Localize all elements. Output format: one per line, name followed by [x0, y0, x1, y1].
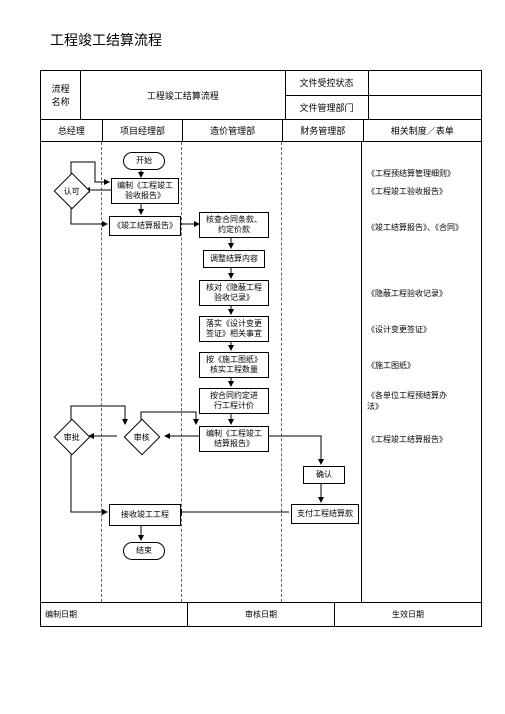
node-d2-label: 审批	[64, 432, 80, 443]
node-n1: 编制《工程竣工 验收报告》	[111, 178, 179, 204]
node-n5: 核对《隐蔽工程 验收记录》	[199, 280, 269, 306]
note-3: 《隐蔽工程验收记录》	[367, 288, 447, 299]
diagram-container: 流程 名称 工程竣工结算流程 文件受控状态 文件管理部门 总经理 项目经理部 造…	[40, 70, 482, 627]
node-d2: 审批	[54, 419, 91, 456]
node-d3-label: 审核	[134, 432, 150, 443]
node-d1-label: 认可	[64, 186, 80, 197]
lane-divider-1	[101, 142, 102, 602]
lane-divider-4	[361, 142, 362, 602]
node-d3: 审核	[124, 419, 161, 456]
col-1: 项目经理部	[103, 120, 184, 141]
note-6: 《各单位工程预结算办 法》	[367, 390, 447, 412]
node-start: 开始	[123, 152, 165, 170]
node-n12: 支付工程结算款	[291, 504, 359, 524]
node-n2: 《竣工结算报告》	[109, 216, 181, 236]
hdr-proc-value: 工程竣工结算流程	[81, 71, 285, 119]
hdr-proc-name: 流程 名称	[41, 71, 81, 119]
node-n8: 按合同约定进 行工程计价	[199, 388, 269, 414]
hdr-file-dept-label: 文件管理部门	[286, 96, 369, 120]
node-d1: 认可	[54, 173, 91, 210]
columns-row: 总经理 项目经理部 造价管理部 财务管理部 相关制度／表单	[41, 120, 481, 142]
footer-c: 生效日期	[335, 603, 481, 626]
node-n11: 接收竣工工程	[109, 504, 181, 526]
note-5: 《施工图纸》	[367, 360, 415, 371]
col-3: 财务管理部	[283, 120, 364, 141]
col-4: 相关制度／表单	[364, 120, 481, 141]
hdr-file-status-label: 文件受控状态	[286, 71, 369, 95]
note-2: 《竣工结算报告》、《合同》	[367, 222, 463, 233]
node-end: 结束	[123, 542, 165, 560]
footer-b: 审核日期	[188, 603, 335, 626]
note-1: 《工程竣工验收报告》	[367, 186, 447, 197]
page-title: 工程竣工结算流程	[50, 30, 465, 50]
node-n3: 核查合同条款、 约定价款	[199, 212, 269, 238]
footer-a: 编制日期	[41, 603, 188, 626]
col-2: 造价管理部	[183, 120, 283, 141]
lane-divider-2	[181, 142, 182, 602]
hdr-file-dept-value	[369, 96, 481, 120]
node-n4: 调整结算内容	[203, 250, 265, 268]
footer-row: 编制日期 审核日期 生效日期	[41, 603, 481, 626]
node-n7: 按《施工图纸》 核实工程数量	[199, 352, 269, 378]
node-n6: 落实《设计变更 签证》相关事宜	[199, 316, 269, 342]
hdr-file-status-value	[369, 71, 481, 95]
note-4: 《设计变更签证》	[367, 324, 431, 335]
header-row-1: 流程 名称 工程竣工结算流程 文件受控状态 文件管理部门	[41, 71, 481, 120]
note-7: 《工程竣工结算报告》	[367, 434, 447, 445]
node-n10: 确认	[303, 466, 345, 484]
lane-divider-3	[281, 142, 282, 602]
flowchart-area: 开始 编制《工程竣工 验收报告》 认可 《竣工结算报告》 核查合同条款、 约定价…	[41, 142, 481, 603]
col-0: 总经理	[41, 120, 103, 141]
node-n9: 编制《工程竣工 结算报告》	[199, 426, 269, 452]
note-0: 《工程预结算管理细则》	[367, 168, 455, 179]
